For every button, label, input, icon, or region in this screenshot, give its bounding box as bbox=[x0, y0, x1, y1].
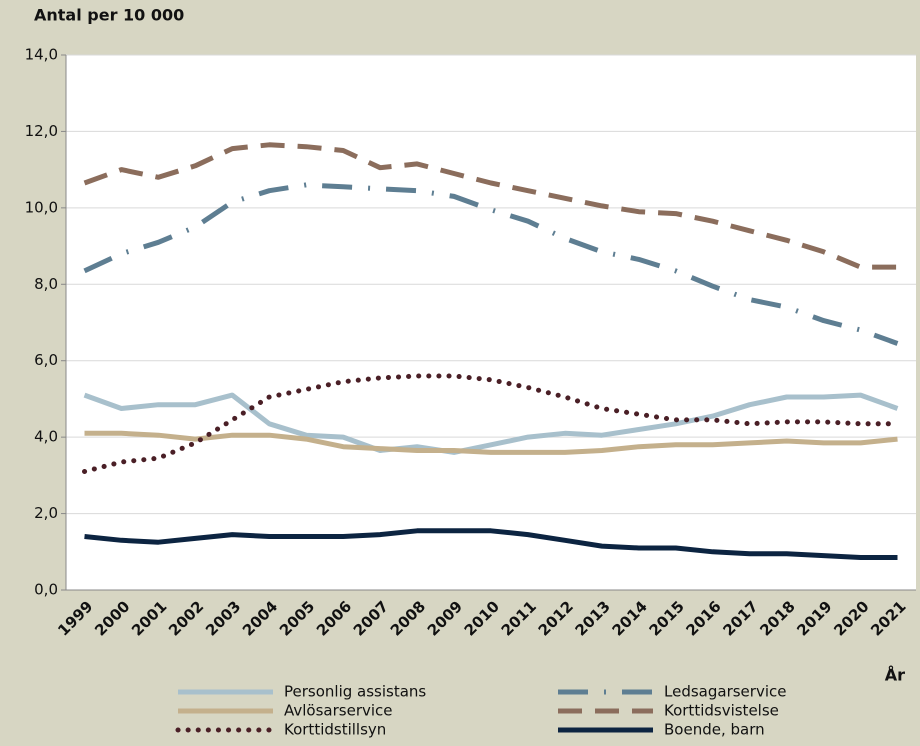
x-tick-label: 2021 bbox=[867, 597, 909, 639]
y-axis-label: Antal per 10 000 bbox=[34, 6, 184, 25]
series-line bbox=[84, 430, 898, 455]
y-tick-label: 10,0 bbox=[25, 198, 58, 216]
x-tick-label: 2003 bbox=[202, 597, 244, 639]
x-tick-label: 2002 bbox=[165, 597, 207, 639]
x-tick-label: 2001 bbox=[128, 597, 170, 639]
x-tick-label: 2000 bbox=[91, 597, 133, 639]
x-tick-label: 2017 bbox=[719, 597, 761, 639]
series-line bbox=[83, 392, 899, 455]
x-tick-label: 2015 bbox=[646, 597, 688, 639]
legend-label: Boende, barn bbox=[664, 721, 765, 739]
x-tick-label: 2008 bbox=[387, 597, 429, 639]
x-tick-label: 2020 bbox=[830, 597, 872, 639]
legend-label: Korttidstillsyn bbox=[284, 721, 386, 739]
y-tick-label: 0,0 bbox=[34, 581, 58, 599]
y-tick-label: 14,0 bbox=[25, 46, 58, 64]
x-tick-label: 2013 bbox=[572, 597, 614, 639]
x-tick-label: 2016 bbox=[682, 597, 724, 639]
plot-area bbox=[66, 55, 916, 590]
x-tick-label: 2004 bbox=[239, 597, 281, 639]
y-tick-label: 4,0 bbox=[34, 428, 58, 446]
x-tick-label: 2007 bbox=[350, 597, 392, 639]
series-line bbox=[83, 182, 899, 346]
y-tick-label: 12,0 bbox=[25, 122, 58, 140]
x-tick-label: 2005 bbox=[276, 597, 318, 639]
legend-label: Korttidsvistelse bbox=[664, 702, 779, 720]
x-tick-label: 2009 bbox=[424, 597, 466, 639]
series-line bbox=[83, 142, 898, 270]
x-tick-label: 2019 bbox=[793, 597, 835, 639]
y-tick-label: 6,0 bbox=[34, 351, 58, 369]
series-line bbox=[84, 528, 898, 560]
legend-label: Ledsagarservice bbox=[664, 683, 786, 701]
series-line bbox=[82, 373, 900, 474]
legend-label: Avlösarservice bbox=[284, 702, 393, 720]
x-tick-label: 2010 bbox=[461, 597, 503, 639]
x-tick-label: 2012 bbox=[535, 597, 577, 639]
y-tick-label: 8,0 bbox=[34, 275, 58, 293]
x-tick-label: 1999 bbox=[54, 597, 96, 639]
legend-label: Personlig assistans bbox=[284, 683, 426, 701]
x-tick-label: 2011 bbox=[498, 597, 540, 639]
y-tick-label: 2,0 bbox=[34, 504, 58, 522]
x-tick-label: 2006 bbox=[313, 597, 355, 639]
x-axis-label: År bbox=[885, 666, 905, 685]
x-tick-label: 2014 bbox=[609, 597, 651, 639]
x-tick-label: 2018 bbox=[756, 597, 798, 639]
